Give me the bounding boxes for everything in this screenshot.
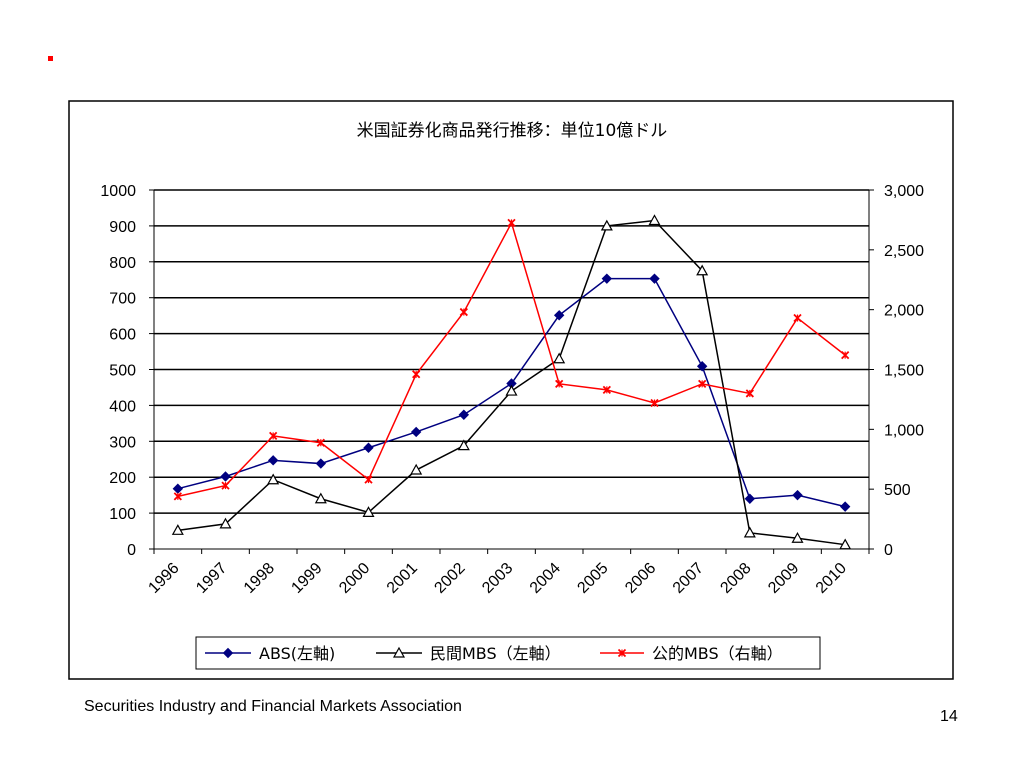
y-right-tick-label: 2,500 [884,243,924,260]
data-point [221,481,230,490]
data-point [601,273,613,284]
data-point [650,398,659,408]
data-point [791,531,804,543]
data-point [267,473,280,485]
data-point [696,361,708,372]
y-left-tick-label: 600 [109,327,136,344]
y-left-tick-label: 700 [109,291,136,308]
legend-label: 民間MBS（左軸） [430,644,561,663]
data-point [220,471,231,482]
data-point [458,409,470,420]
data-point [696,264,709,276]
legend-box [195,636,821,670]
data-point [553,310,565,321]
data-point [457,439,470,451]
series-diamond [172,273,851,512]
data-point [839,501,851,512]
source-note: Securities Industry and Financial Market… [84,698,462,715]
legend-label: ABS(左軸) [259,644,335,663]
series [171,214,852,550]
data-point [839,538,852,550]
page-number: 14 [940,708,958,725]
y-left-tick-label: 0 [127,542,136,559]
chart-title: 米国証券化商品発行推移：単位10億ドル [357,121,668,141]
y-left-tick-label: 900 [109,219,136,236]
data-point [459,307,468,317]
series-triangle [171,214,852,550]
slide-bullet [48,56,53,61]
data-point [269,431,278,441]
data-point [555,379,564,388]
data-point [364,475,373,484]
data-point [617,648,627,658]
data-point [553,352,566,364]
data-point [412,370,421,379]
data-point [219,517,232,529]
data-point [410,426,422,438]
y-left-tick-label: 800 [109,255,136,272]
y-right-tick-label: 500 [884,482,911,499]
data-point [792,489,803,501]
legend-label: 公的MBS（右軸） [652,644,783,663]
data-point [649,273,660,284]
y-right-tick-label: 2,000 [884,303,924,320]
data-point [316,438,325,447]
data-point [743,526,756,538]
data-point [410,463,423,475]
data-point [505,384,518,396]
data-point [173,492,182,501]
y-left-tick-label: 300 [109,434,136,451]
series-x [173,218,850,501]
data-point [793,313,802,323]
data-point [171,524,184,535]
y-left-tick-label: 200 [109,470,136,487]
data-point [222,647,234,659]
y-right-tick-label: 3,000 [884,183,924,200]
data-point [362,506,375,517]
data-point [392,646,406,658]
data-point [507,218,516,228]
data-point [600,219,613,231]
y-left-tick-label: 400 [109,398,136,415]
y-right-tick-label: 1,000 [884,422,924,439]
data-point [315,458,327,469]
data-point [745,389,754,398]
y-left-tick-label: 100 [109,506,136,523]
data-point [602,385,611,394]
legend: ABS(左軸) 民間MBS（左軸） 公的MBS（右軸） [195,636,821,670]
data-point [698,379,707,388]
data-point [841,351,850,360]
y-right-tick-label: 1,500 [884,363,924,380]
data-point [648,214,661,226]
data-point [314,492,327,504]
y-right-tick-label: 0 [884,542,893,559]
y-left-tick-label: 500 [109,363,136,380]
data-point [744,493,756,504]
y-left-tick-label: 1000 [100,183,136,200]
data-point [267,455,279,466]
gridlines [154,189,869,514]
data-point [363,442,374,453]
